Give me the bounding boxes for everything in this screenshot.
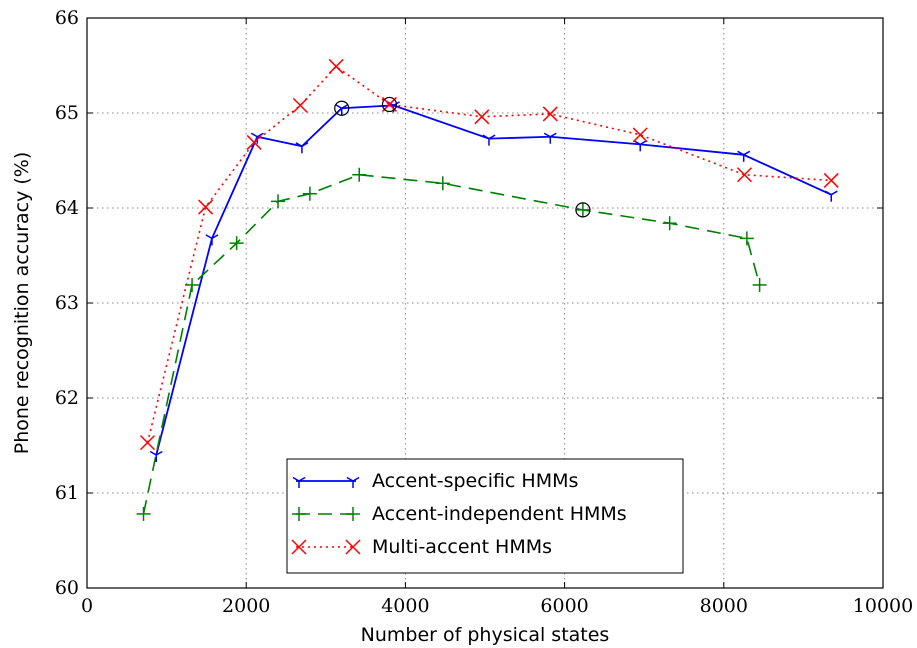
data-point-0 xyxy=(295,142,309,154)
data-point-1 xyxy=(752,277,767,292)
data-point-0 xyxy=(335,104,349,116)
series-markers xyxy=(136,58,839,521)
data-point-2 xyxy=(474,109,490,125)
series-line-2 xyxy=(146,65,832,443)
data-point-0 xyxy=(737,150,751,162)
y-tick-label: 65 xyxy=(55,102,79,124)
data-point-1 xyxy=(575,202,590,217)
legend-marker-1 xyxy=(292,507,306,521)
data-point-2 xyxy=(542,106,558,122)
highlight-circle xyxy=(575,202,591,218)
x-tick-label: 4000 xyxy=(381,595,429,617)
data-point-2 xyxy=(328,58,344,74)
y-axis-label: Phone recognition accuracy (%) xyxy=(11,152,33,455)
legend: Accent-specific HMMs Accent-independent H… xyxy=(286,458,684,574)
data-point-2 xyxy=(198,199,214,215)
legend-label-1: Accent-independent HMMs xyxy=(372,503,627,525)
legend-label-2: Multi-accent HMMs xyxy=(372,536,552,558)
x-axis-label: Number of physical states xyxy=(361,624,610,646)
legend-label-0: Accent-specific HMMs xyxy=(372,470,578,492)
data-point-1 xyxy=(662,216,677,231)
data-point-1 xyxy=(435,176,450,191)
data-point-2 xyxy=(823,172,839,188)
data-point-2 xyxy=(632,127,648,143)
y-tick-label: 66 xyxy=(55,7,79,29)
x-tick-label: 10000 xyxy=(853,595,913,617)
x-tick-label: 0 xyxy=(81,595,93,617)
x-tick-label: 2000 xyxy=(222,595,270,617)
data-point-2 xyxy=(292,97,308,113)
data-point-0 xyxy=(633,140,647,152)
data-point-1 xyxy=(185,277,200,292)
data-point-1 xyxy=(352,167,367,182)
data-point-2 xyxy=(246,134,262,150)
data-point-0 xyxy=(543,132,557,144)
x-tick-label: 6000 xyxy=(540,595,588,617)
data-point-0 xyxy=(482,134,496,146)
data-point-2 xyxy=(736,167,753,183)
data-point-1 xyxy=(739,231,754,246)
data-point-2 xyxy=(139,435,156,451)
y-tick-label: 60 xyxy=(55,577,79,599)
data-point-1 xyxy=(271,194,286,209)
legend-marker-0 xyxy=(292,476,306,488)
y-tick-label: 64 xyxy=(55,197,79,219)
legend-marker-2 xyxy=(345,539,361,555)
data-point-0 xyxy=(149,450,163,462)
series-line-1 xyxy=(142,173,761,515)
highlight-circle xyxy=(381,96,398,113)
series-line-0 xyxy=(155,104,832,456)
legend-marker-0 xyxy=(346,476,360,488)
legend-marker-1 xyxy=(346,507,360,521)
data-point-0 xyxy=(205,234,219,246)
y-tick-label: 63 xyxy=(55,292,79,314)
legend-marker-2 xyxy=(291,539,307,555)
y-tick-label: 61 xyxy=(55,482,79,504)
data-point-1 xyxy=(136,506,151,521)
data-point-1 xyxy=(302,186,317,201)
y-tick-label: 62 xyxy=(55,387,79,409)
data-point-0 xyxy=(824,190,838,202)
data-point-1 xyxy=(229,236,244,251)
x-tick-label: 8000 xyxy=(700,595,748,617)
highlight-circle xyxy=(334,100,350,116)
axis-ticks: 0 2000 4000 6000 8000 10000 60 61 62 63 64 65 66 xyxy=(55,7,913,617)
